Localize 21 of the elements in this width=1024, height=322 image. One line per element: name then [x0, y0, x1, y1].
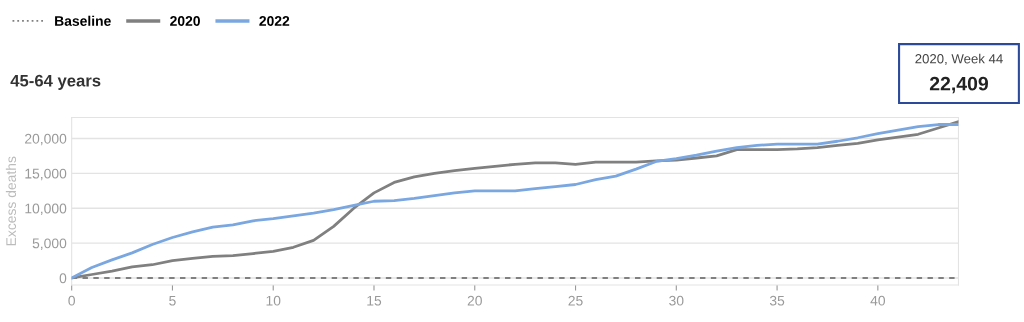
x-tick-label: 35 [769, 295, 785, 306]
text: 22,409 [929, 76, 988, 94]
x-tick-label: 25 [568, 295, 583, 306]
y-axis-title: Excess deaths [5, 156, 17, 246]
y-tick-label: 10,000 [25, 203, 67, 216]
x-tick-label: 30 [669, 295, 684, 306]
x-tick-label: 40 [870, 295, 886, 306]
text: 2020, Week 44 [915, 53, 1003, 65]
x-tick-label: 20 [467, 295, 482, 306]
x-tick-label: 15 [367, 295, 382, 306]
x-tick-label: 5 [169, 295, 176, 306]
legend-label: Baseline [55, 15, 111, 26]
x-tick-label: 0 [68, 295, 75, 306]
legend-label: 2020 [170, 16, 200, 26]
chart-title: 45-64 years [10, 74, 101, 90]
y-tick-label: 20,000 [25, 133, 67, 146]
y-tick-label: 15,000 [25, 168, 67, 181]
y-tick-label: 0 [59, 273, 67, 284]
y-tick-label: 5,000 [32, 238, 67, 250]
x-tick-label: 10 [266, 295, 281, 306]
legend-label: 2022 [259, 16, 290, 26]
